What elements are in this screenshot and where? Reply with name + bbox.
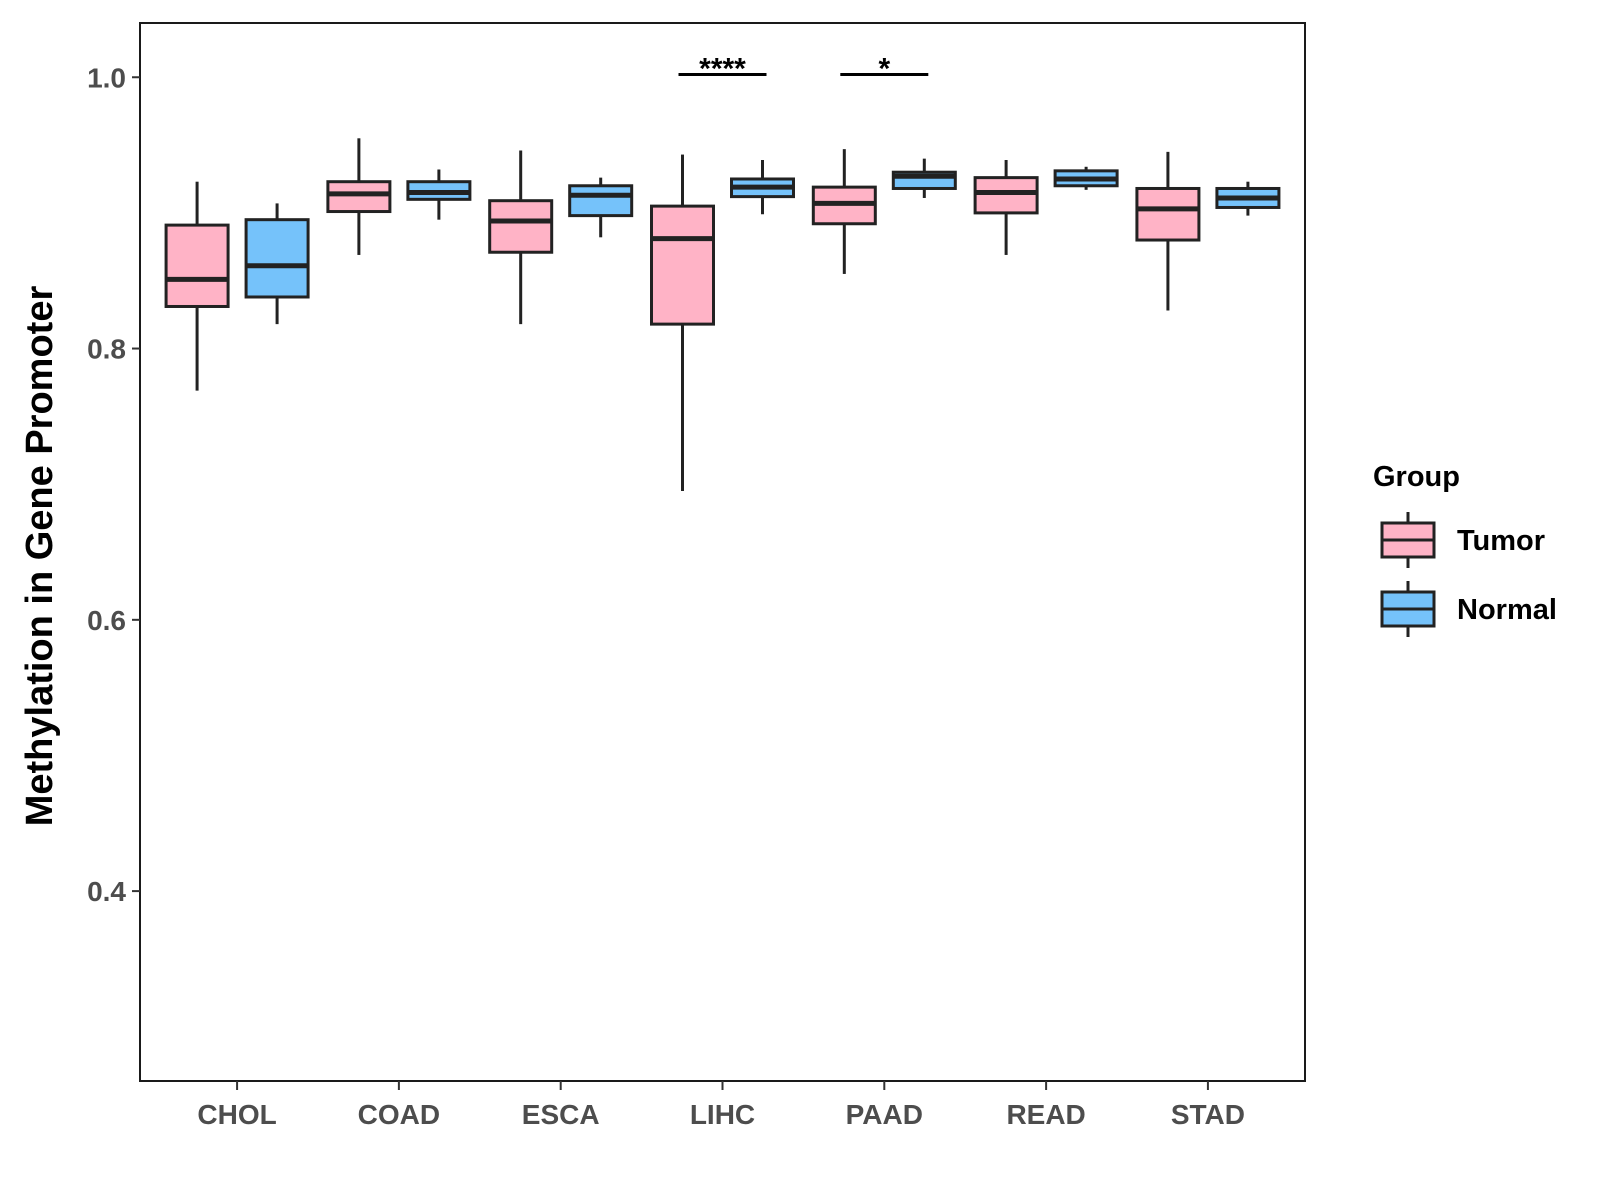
x-tick-label: READ [1006, 1099, 1085, 1130]
box-body [488, 199, 554, 254]
box-body [973, 176, 1039, 215]
x-tick-label: STAD [1171, 1099, 1245, 1130]
box-tumor-paad [811, 149, 877, 274]
legend: Group Tumor Normal [1373, 461, 1557, 637]
box-normal-read [1053, 166, 1119, 190]
x-tick-label: ESCA [522, 1099, 600, 1130]
y-tick-label: 1.0 [87, 62, 126, 93]
plot-panel [139, 22, 1306, 1082]
box-series [164, 138, 1281, 491]
box-tumor-coad [326, 138, 392, 255]
x-tick-label: CHOL [197, 1099, 276, 1130]
x-tick-label: PAAD [846, 1099, 923, 1130]
box-tumor-chol [164, 181, 230, 391]
box-normal-paad [891, 158, 957, 198]
box-normal-esca [568, 177, 634, 238]
significance-annotations: **** * [678, 53, 929, 86]
box-normal-stad [1215, 181, 1281, 216]
box-body [650, 204, 715, 326]
box-tumor-stad [1135, 151, 1201, 311]
box-tumor-esca [488, 150, 554, 325]
box-body [164, 223, 230, 308]
box-body [568, 184, 634, 218]
box-body [244, 218, 310, 299]
x-axis: CHOL COAD ESCA LIHC PAAD READ STAD [197, 1081, 1245, 1130]
legend-key-normal [1380, 581, 1436, 637]
box-normal-coad [406, 169, 472, 220]
y-axis-title: Methylation in Gene Promoter [19, 286, 61, 827]
box-body [1135, 186, 1201, 242]
x-tick-label: COAD [358, 1099, 440, 1130]
legend-title: Group [1373, 461, 1460, 493]
y-tick-label: 0.8 [87, 334, 126, 365]
legend-label: Normal [1457, 594, 1557, 626]
significance-label: **** [699, 53, 746, 86]
y-tick-label: 0.4 [87, 876, 126, 907]
y-tick-label: 0.6 [87, 605, 126, 636]
legend-label: Tumor [1457, 525, 1545, 557]
x-tick-label: LIHC [690, 1099, 755, 1130]
legend-key-tumor [1380, 512, 1436, 568]
box-normal-chol [244, 203, 310, 325]
box-tumor-read [973, 159, 1039, 255]
y-axis: 0.4 0.6 0.8 1.0 [87, 62, 140, 907]
significance-label: * [878, 53, 890, 86]
box-tumor-lihc [650, 154, 715, 491]
box-normal-lihc [730, 159, 795, 215]
box-body [326, 180, 392, 214]
